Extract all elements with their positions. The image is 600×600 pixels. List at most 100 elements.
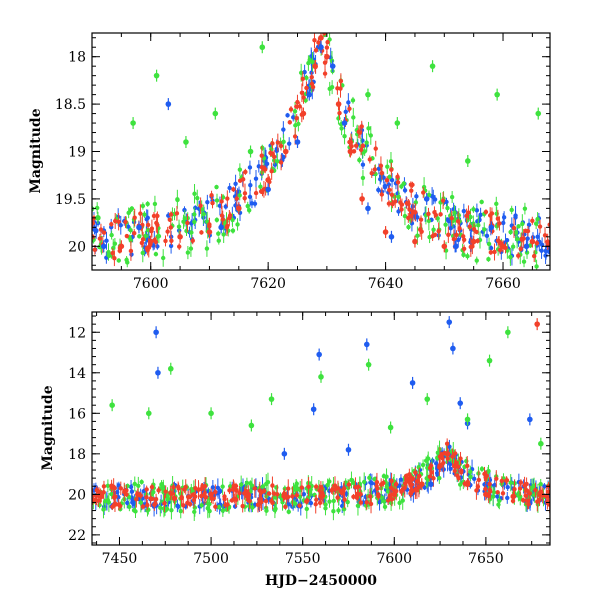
data-point (521, 259, 527, 264)
data-point (135, 491, 141, 498)
data-point (249, 201, 255, 206)
data-point (446, 319, 453, 325)
data-point (389, 192, 395, 198)
data-point (184, 228, 189, 234)
data-point (294, 139, 301, 145)
data-point (457, 400, 464, 406)
x-axis-label: HJD−2450000 (265, 573, 377, 589)
data-point (510, 493, 517, 500)
data-point (278, 160, 284, 165)
data-point (341, 486, 347, 491)
data-point (287, 120, 293, 125)
data-point (346, 100, 351, 105)
data-point (221, 232, 226, 237)
data-point (294, 115, 299, 121)
data-point (104, 238, 109, 243)
data-point (313, 502, 318, 507)
data-point (111, 245, 116, 251)
data-point (116, 219, 121, 224)
data-point (132, 215, 137, 220)
data-point (183, 484, 188, 490)
data-point (413, 200, 419, 205)
data-point (386, 201, 392, 206)
data-point (168, 212, 174, 217)
data-point (372, 476, 377, 482)
data-point (192, 191, 197, 196)
data-point (153, 72, 160, 79)
data-point (291, 115, 296, 120)
data-point (118, 486, 124, 491)
data-point (244, 480, 250, 486)
data-point (116, 258, 121, 263)
data-point (496, 502, 501, 507)
data-point (317, 500, 323, 506)
data-point (377, 499, 382, 505)
data-point (155, 234, 160, 239)
y-tick-label: 12 (68, 325, 86, 341)
data-point (265, 479, 271, 485)
data-point (233, 483, 239, 489)
data-point (364, 341, 370, 348)
data-point (147, 238, 154, 245)
data-point (359, 124, 364, 129)
data-point (517, 494, 523, 499)
data-point (227, 488, 232, 493)
bottom-axis-ticks: 7450 7500 7550 7600 7650 12 14 16 18 20 22 (68, 312, 550, 567)
data-point (413, 487, 418, 492)
data-point (458, 482, 463, 487)
data-point (440, 456, 445, 461)
data-point (160, 255, 166, 261)
data-point (281, 451, 288, 457)
bottom-y-axis-label: Magnitude (40, 385, 56, 470)
data-point (101, 484, 107, 489)
data-point (136, 224, 142, 231)
data-point (495, 490, 500, 495)
data-point (376, 166, 382, 172)
data-point (510, 244, 516, 249)
x-tick-label: 7640 (368, 276, 404, 292)
data-point (373, 171, 378, 177)
data-point (441, 460, 446, 466)
data-point (389, 478, 394, 484)
data-point (263, 167, 268, 172)
data-point (118, 223, 123, 228)
data-point (204, 246, 210, 251)
bottom-series-blue (153, 316, 533, 491)
data-point (123, 219, 128, 225)
data-point (179, 495, 184, 501)
data-point (153, 239, 159, 245)
data-point (449, 216, 454, 221)
data-point (298, 70, 304, 75)
data-point (299, 485, 305, 490)
data-point (239, 486, 244, 491)
bottom-baseline-cloud (92, 438, 550, 521)
data-point (424, 396, 431, 402)
data-point (399, 488, 405, 493)
data-point (209, 193, 214, 198)
data-point (205, 199, 210, 205)
data-point (327, 479, 332, 484)
y-tick-label: 14 (68, 366, 86, 382)
data-point (222, 494, 227, 499)
data-point (188, 246, 194, 251)
data-point (438, 212, 443, 217)
data-point (471, 476, 477, 482)
x-tick-label: 7650 (468, 551, 504, 567)
data-point (110, 504, 115, 509)
data-point (443, 248, 449, 253)
data-point (145, 502, 150, 508)
data-point (381, 480, 386, 486)
data-point (212, 110, 219, 117)
data-point (365, 361, 372, 368)
data-point (312, 37, 317, 43)
data-point (343, 109, 348, 115)
data-point (98, 227, 104, 232)
data-point (523, 228, 528, 234)
data-point (367, 475, 372, 480)
data-point (357, 157, 362, 163)
data-point (185, 250, 191, 255)
data-point (471, 207, 476, 212)
data-point (145, 201, 150, 207)
data-point (500, 491, 506, 496)
data-point (418, 481, 425, 488)
